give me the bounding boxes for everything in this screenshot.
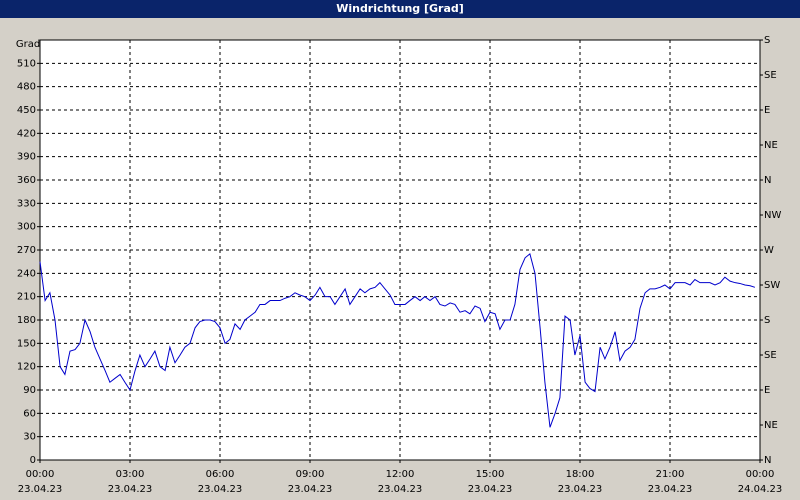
plot-border bbox=[39, 39, 761, 461]
y2-tick-label: NW bbox=[764, 210, 781, 221]
x-tick-date: 23.04.23 bbox=[468, 484, 513, 495]
x-tick-label: 03:00 bbox=[116, 469, 145, 480]
x-tick-label: 12:00 bbox=[386, 469, 415, 480]
y-tick-label: 450 bbox=[17, 105, 36, 116]
data-line bbox=[39, 253, 756, 428]
y2-tick-label: SE bbox=[764, 70, 777, 81]
y2-tick-label: N bbox=[764, 455, 771, 466]
x-tick-date: 23.04.23 bbox=[18, 484, 63, 495]
y-tick-label: 150 bbox=[17, 338, 36, 349]
y2-tick-label: NE bbox=[764, 140, 778, 151]
x-tick-date: 24.04.23 bbox=[738, 484, 783, 495]
y-tick-label: 390 bbox=[17, 152, 36, 163]
x-tick-date: 23.04.23 bbox=[558, 484, 603, 495]
y2-tick-label: NE bbox=[764, 420, 778, 431]
y2-tick-label: E bbox=[764, 105, 770, 116]
title-bar bbox=[0, 0, 800, 18]
x-tick-date: 23.04.23 bbox=[288, 484, 333, 495]
y-tick-label: 330 bbox=[17, 198, 36, 209]
y-tick-label: 240 bbox=[17, 268, 36, 279]
y2-tick-label: S bbox=[764, 35, 770, 46]
y-tick-label: 180 bbox=[17, 315, 36, 326]
y-tick-label: 510 bbox=[17, 58, 36, 69]
y-axis-label: Grad bbox=[16, 39, 40, 50]
y2-tick-label: W bbox=[764, 245, 774, 256]
y-tick-label: 270 bbox=[17, 245, 36, 256]
y2-tick-label: SE bbox=[764, 350, 777, 361]
y2-tick-label: N bbox=[764, 175, 771, 186]
x-tick-date: 23.04.23 bbox=[198, 484, 243, 495]
y-tick-label: 480 bbox=[17, 82, 36, 93]
y-tick-label: 360 bbox=[17, 175, 36, 186]
x-tick-date: 23.04.23 bbox=[648, 484, 693, 495]
x-tick-label: 18:00 bbox=[566, 469, 595, 480]
y-tick-label: 420 bbox=[17, 128, 36, 139]
y2-tick-label: E bbox=[764, 385, 770, 396]
x-tick-label: 00:00 bbox=[26, 469, 55, 480]
y2-tick-label: S bbox=[764, 315, 770, 326]
y-tick-label: 30 bbox=[23, 432, 36, 443]
x-tick-label: 09:00 bbox=[296, 469, 325, 480]
x-tick-date: 23.04.23 bbox=[378, 484, 423, 495]
y2-tick-label: SW bbox=[764, 280, 780, 291]
x-tick-label: 15:00 bbox=[476, 469, 505, 480]
y-tick-label: 210 bbox=[17, 292, 36, 303]
x-tick-label: 21:00 bbox=[656, 469, 685, 480]
y-tick-label: 90 bbox=[23, 385, 36, 396]
y-tick-label: 60 bbox=[23, 408, 36, 419]
x-tick-date: 23.04.23 bbox=[108, 484, 153, 495]
chart-title: Windrichtung [Grad] bbox=[336, 2, 464, 15]
y-tick-label: 0 bbox=[30, 455, 36, 466]
y-tick-label: 120 bbox=[17, 362, 36, 373]
y-tick-label: 300 bbox=[17, 222, 36, 233]
x-tick-label: 06:00 bbox=[206, 469, 235, 480]
x-tick-label: 00:00 bbox=[746, 469, 775, 480]
